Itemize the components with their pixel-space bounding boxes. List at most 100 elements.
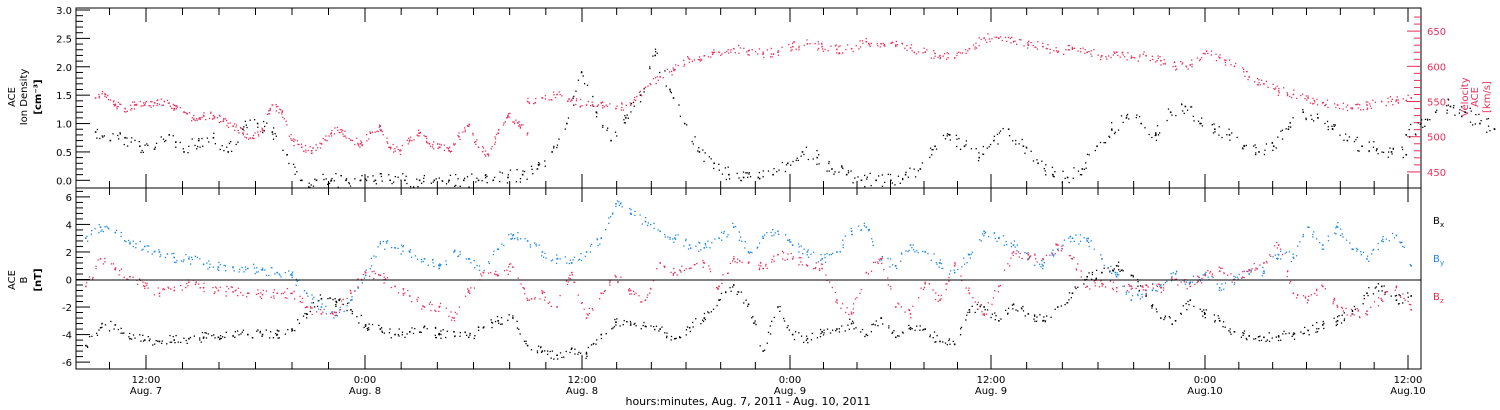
- velocity-point: [1110, 56, 1112, 59]
- velocity-point: [748, 54, 750, 56]
- bz-point: [1042, 259, 1044, 261]
- bz-point: [520, 283, 522, 285]
- by-point: [239, 268, 241, 270]
- velocity-point: [450, 150, 453, 152]
- velocity-point: [160, 98, 163, 100]
- density-point: [564, 128, 566, 130]
- velocity-point: [1001, 39, 1003, 42]
- by-point: [860, 229, 862, 232]
- density-point: [1211, 124, 1213, 126]
- by-point: [1212, 276, 1214, 279]
- velocity-point: [143, 104, 146, 106]
- velocity-point: [677, 64, 679, 67]
- density-tick-label: 2.5: [56, 34, 72, 45]
- by-point: [1277, 257, 1279, 260]
- by-point: [1372, 249, 1374, 251]
- density-point: [624, 115, 626, 117]
- by-point: [488, 262, 490, 265]
- by-point: [410, 256, 413, 258]
- velocity-point: [473, 141, 476, 143]
- velocity-point: [246, 133, 248, 135]
- velocity-point: [1365, 101, 1368, 103]
- bx-point: [86, 345, 88, 347]
- by-point: [517, 239, 519, 241]
- by-point: [687, 248, 690, 250]
- by-point: [1185, 281, 1188, 283]
- bz-point: [1131, 287, 1133, 290]
- density-point: [740, 179, 742, 182]
- bx-point: [1155, 308, 1157, 310]
- density-point: [1486, 131, 1488, 133]
- density-point: [96, 137, 98, 139]
- velocity-point: [275, 110, 278, 112]
- bz-point: [468, 291, 470, 293]
- velocity-point: [464, 127, 466, 129]
- bx-point: [242, 329, 245, 331]
- by-point: [1402, 245, 1404, 248]
- bx-point: [1039, 314, 1041, 316]
- time-tick-label-date: Aug.10: [1187, 386, 1222, 397]
- density-point: [1018, 143, 1020, 145]
- density-point: [1252, 145, 1255, 147]
- by-point: [323, 308, 325, 311]
- velocity-point: [175, 105, 177, 107]
- velocity-point: [1392, 103, 1394, 106]
- by-point: [1116, 274, 1119, 276]
- velocity-point: [739, 47, 742, 49]
- by-point: [881, 259, 883, 261]
- bz-point: [732, 258, 735, 260]
- velocity-point: [1385, 104, 1387, 107]
- by-point: [541, 255, 543, 257]
- by-point: [798, 246, 800, 248]
- density-point: [226, 146, 228, 148]
- bz-point: [428, 303, 431, 305]
- bz-point: [968, 287, 970, 289]
- density-point: [850, 170, 852, 172]
- bx-point: [394, 333, 396, 336]
- density-point: [1021, 138, 1023, 141]
- velocity-point: [116, 106, 118, 108]
- velocity-point: [368, 138, 370, 140]
- velocity-point: [452, 143, 455, 145]
- bz-point: [341, 303, 344, 306]
- velocity-point: [1230, 64, 1232, 66]
- bz-point: [276, 292, 279, 295]
- bx-point: [309, 310, 311, 313]
- density-point: [963, 145, 966, 148]
- density-point: [921, 162, 924, 164]
- bx-point: [204, 332, 206, 334]
- velocity-point: [712, 52, 714, 55]
- b-tick-label: -2: [62, 303, 72, 314]
- bx-point: [1017, 310, 1019, 312]
- b-axis-label-line3: [nT]: [33, 268, 44, 291]
- velocity-point: [179, 107, 181, 109]
- velocity-point: [232, 125, 234, 127]
- velocity-point: [1011, 36, 1013, 39]
- density-point: [294, 166, 296, 168]
- bz-point: [335, 311, 337, 314]
- bx-point: [1259, 335, 1261, 337]
- velocity-point: [448, 146, 451, 148]
- by-point: [1038, 263, 1041, 265]
- velocity-point: [528, 101, 530, 104]
- velocity-point: [1020, 39, 1022, 41]
- velocity-point: [133, 101, 136, 103]
- density-point: [188, 145, 190, 147]
- bz-point: [635, 292, 637, 294]
- by-point: [325, 305, 327, 307]
- density-point: [198, 137, 200, 140]
- velocity-point: [727, 52, 730, 54]
- bz-point: [272, 291, 275, 294]
- velocity-point: [321, 143, 323, 145]
- velocity-point: [672, 67, 674, 69]
- velocity-point: [98, 93, 100, 96]
- bx-point: [1068, 292, 1071, 294]
- bx-point: [1151, 305, 1154, 307]
- velocity-point: [1345, 106, 1348, 108]
- by-point: [218, 269, 220, 272]
- bx-point: [143, 339, 146, 341]
- density-point: [109, 139, 112, 142]
- velocity-point: [790, 46, 792, 49]
- velocity-point: [1071, 48, 1074, 50]
- bx-point: [426, 328, 428, 330]
